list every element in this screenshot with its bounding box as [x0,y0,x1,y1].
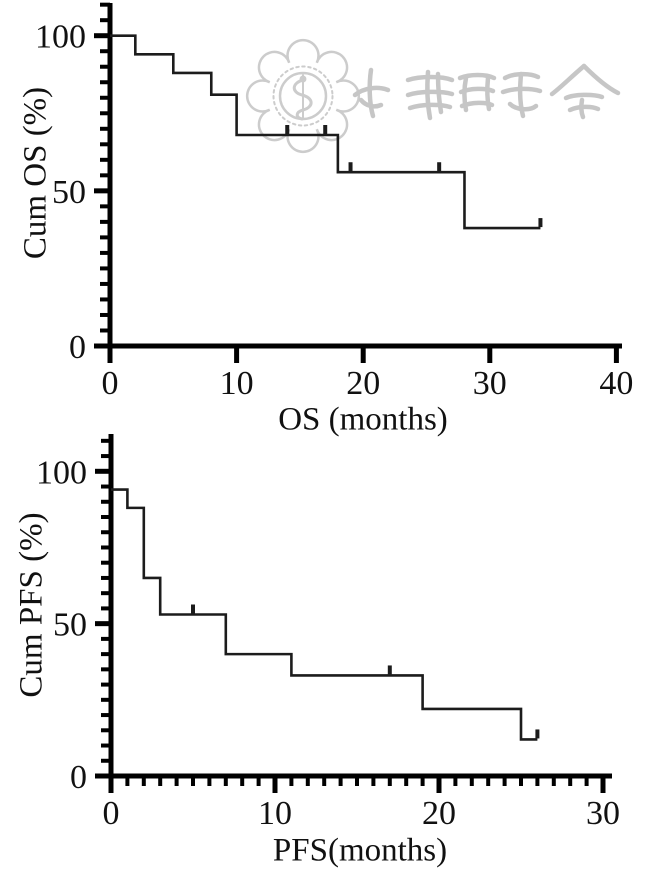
emblem-flower-outline [245,38,361,154]
chinese-medical-association-calligraphy [352,63,621,121]
pfs-x-axis-title: PFS(months) [272,832,448,869]
y-tick-label: 50 [53,607,87,644]
survival-step-curve [111,488,538,741]
y-tick-label: 0 [70,759,87,796]
pfs-y-axis-title: Cum PFS (%) [13,512,50,698]
os-x-axis-title: OS (months) [278,401,448,438]
x-tick-label: 20 [346,365,380,402]
x-tick-label: 30 [586,795,620,832]
x-tick-label: 40 [599,365,633,402]
y-tick-label: 50 [52,174,86,211]
x-tick-label: 10 [258,795,292,832]
emblem-serpent-head [299,75,307,83]
os-survival-chart: 0 50 100 0 10 20 30 40 [35,2,633,402]
x-tick-label: 20 [422,795,456,832]
os-y-axis-title: Cum OS (%) [17,86,54,260]
y-tick-label: 100 [35,19,86,56]
chinese-medical-association-emblem-icon [245,38,361,154]
calligraphy-char-4 [500,71,543,119]
x-tick-label: 0 [103,795,120,832]
emblem-serpent [292,78,313,121]
emblem-text-ring [272,65,334,127]
x-tick-label: 10 [220,365,254,402]
calligraphy-char-3 [457,72,497,113]
y-tick-label: 0 [69,329,86,366]
x-tick-label: 30 [473,365,507,402]
x-tick-label: 0 [102,365,119,402]
pfs-survival-chart: 0 50 100 0 10 20 30 [36,434,620,832]
survival-step-curve [110,34,541,230]
calligraphy-char-2 [405,69,455,121]
calligraphy-char-5 [549,63,621,120]
calligraphy-char-1 [352,67,391,119]
y-tick-label: 100 [36,454,87,491]
